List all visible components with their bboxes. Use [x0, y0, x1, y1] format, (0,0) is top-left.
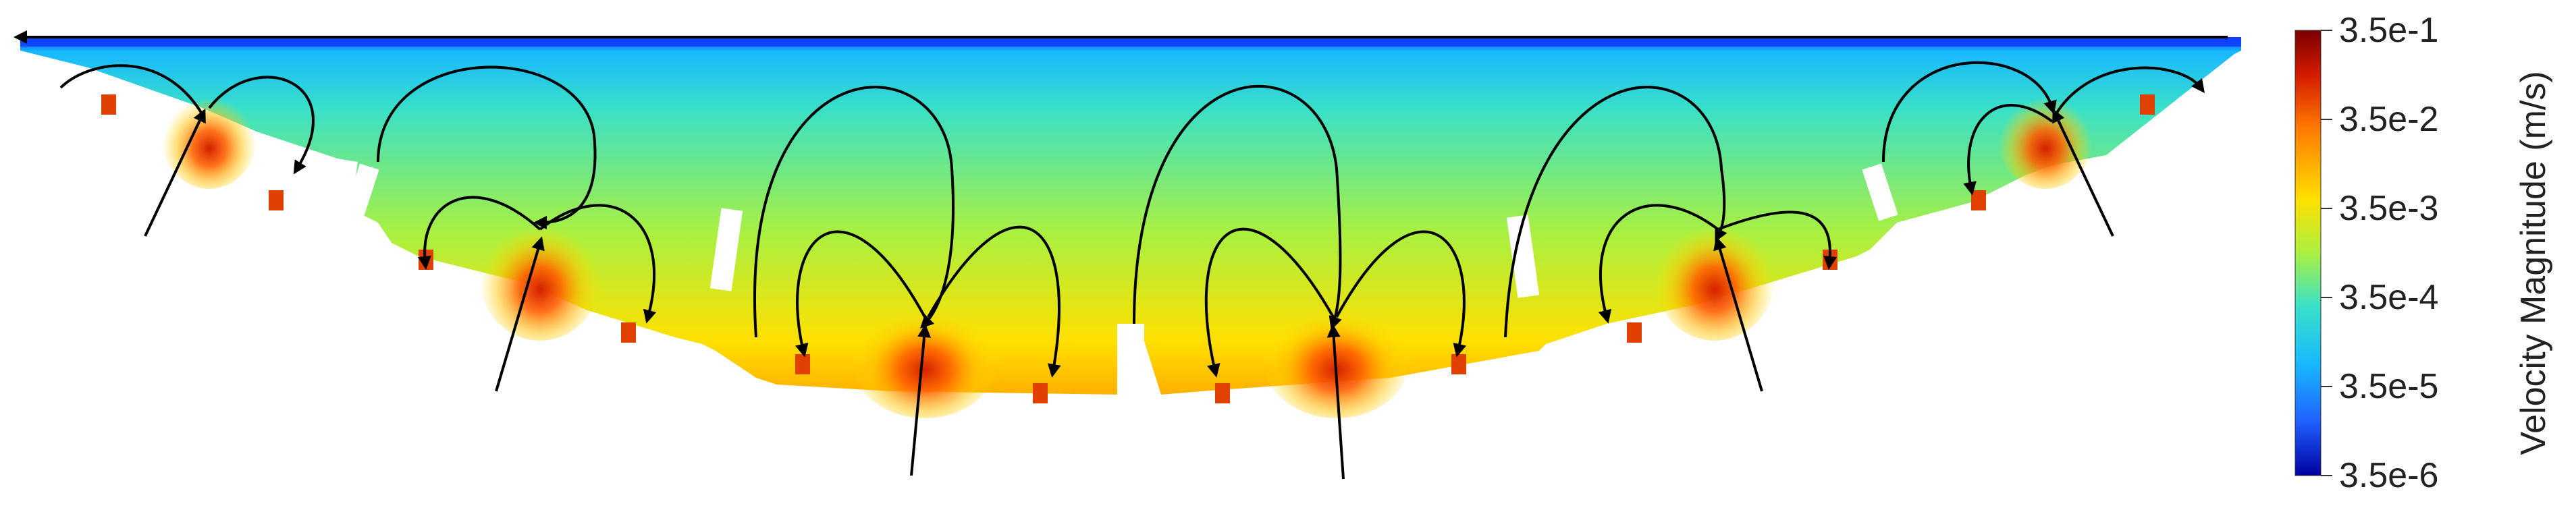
- slot: [343, 163, 379, 221]
- nozzle: [269, 190, 284, 210]
- streamline: [1882, 61, 2057, 163]
- colorbar-title: Velocity Magnitude (m/s): [2514, 71, 2553, 455]
- streamline: [208, 76, 315, 175]
- colorbar-tick-label: 3.5e-5: [2339, 367, 2438, 406]
- streamline: [1963, 104, 2054, 196]
- streamline: [1504, 86, 1727, 338]
- jet-hotspot: [162, 88, 257, 189]
- streamline: [753, 86, 955, 338]
- nozzle: [1627, 322, 1642, 343]
- slot: [1506, 215, 1540, 298]
- streamline: [1205, 227, 1335, 378]
- streamline: [1717, 210, 1837, 270]
- jet-hotspot: [1998, 88, 2093, 189]
- streamline: [910, 324, 932, 476]
- slot: [1117, 324, 1144, 398]
- streamlines: [14, 30, 2228, 480]
- streamline: [539, 204, 657, 324]
- streamline: [495, 236, 545, 392]
- colorbar-tick-label: 3.5e-6: [2339, 456, 2438, 495]
- streamline: [2054, 66, 2205, 116]
- nozzle: [795, 354, 810, 374]
- colorbar-gradient: [2295, 30, 2322, 476]
- nozzle: [2140, 94, 2155, 115]
- streamline: [417, 196, 541, 270]
- streamline: [1598, 204, 1719, 324]
- streamline: [1713, 236, 1763, 392]
- streamline: [59, 64, 204, 116]
- jet-hotspot: [1654, 212, 1775, 341]
- nozzle: [1033, 383, 1048, 403]
- slot: [1862, 163, 1898, 221]
- streamline: [927, 225, 1061, 378]
- slot: [709, 208, 743, 291]
- jet-hotspot: [851, 297, 999, 418]
- nozzle: [1215, 383, 1230, 403]
- jets: [101, 88, 2155, 418]
- nozzle: [101, 94, 116, 115]
- streamline: [2052, 108, 2114, 237]
- colorbar-tick-label: 3.5e-2: [2339, 100, 2438, 139]
- nozzle: [621, 322, 636, 343]
- jet-hotspot: [1262, 297, 1411, 418]
- colorbar-tick-label: 3.5e-4: [2339, 278, 2438, 317]
- streamline: [1335, 230, 1467, 358]
- top-band: [20, 37, 2241, 47]
- streamline: [795, 230, 926, 358]
- streamline: [1133, 84, 1342, 331]
- colorbar-tick-label: 3.5e-3: [2339, 189, 2438, 228]
- streamline: [1326, 324, 1345, 480]
- nozzle: [1451, 354, 1466, 374]
- jet-hotspot: [479, 212, 601, 341]
- colorbar-tick-label: 3.5e-1: [2339, 11, 2438, 50]
- colorbar: 3.5e-1 3.5e-2 3.5e-3 3.5e-4 3.5e-5 3.5e-…: [2295, 11, 2553, 495]
- nozzle: [1971, 190, 1986, 210]
- streamline: [144, 108, 206, 237]
